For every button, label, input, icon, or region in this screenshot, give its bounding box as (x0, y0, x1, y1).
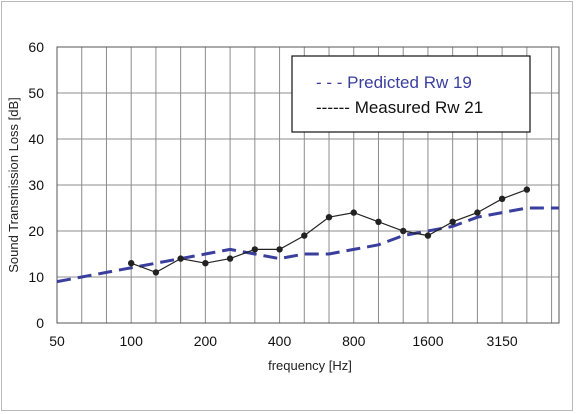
measured-point (152, 269, 160, 276)
measured-point (474, 209, 481, 216)
x-axis-ticks: 50 100 200 400 800 1600 3150 (49, 333, 518, 349)
y-tick-label: 40 (28, 131, 44, 147)
x-tick-label: 400 (268, 333, 292, 349)
measured-point (350, 209, 357, 216)
legend-predicted: - - - Predicted Rw 19 (316, 73, 472, 92)
plot-border (56, 46, 560, 324)
measured-point (424, 232, 432, 239)
measured-point (202, 260, 209, 267)
predicted-line (56, 206, 559, 284)
x-tick-label: 100 (120, 333, 144, 349)
x-tick-label: 3150 (487, 333, 518, 349)
measured-point (251, 246, 259, 253)
y-tick-label: 50 (28, 85, 44, 101)
measured-point (127, 260, 135, 267)
y-tick-label: 0 (36, 315, 44, 331)
y-axis-ticks: 0 10 20 30 40 50 60 (28, 39, 44, 331)
y-tick-label: 60 (28, 39, 44, 55)
x-tick-label: 50 (49, 333, 65, 349)
x-axis-label: frequency [Hz] (268, 358, 352, 373)
measured-point (375, 218, 382, 225)
y-tick-label: 10 (28, 269, 44, 285)
legend-box (291, 55, 531, 133)
y-tick-label: 20 (28, 223, 44, 239)
measured-point (523, 186, 531, 193)
measured-point (177, 255, 184, 262)
y-tick-label: 30 (28, 177, 44, 193)
x-tick-label: 800 (342, 333, 366, 349)
measured-point (449, 218, 456, 225)
legend: - - - Predicted Rw 19 ------ Measured Rw… (291, 55, 531, 133)
measured-point (400, 227, 407, 235)
measured-point (498, 195, 506, 202)
legend-measured: ------ Measured Rw 21 (316, 98, 483, 117)
x-tick-label: 1600 (412, 333, 443, 349)
measured-point (276, 246, 283, 253)
series-predicted (56, 206, 559, 284)
x-tick-label: 200 (194, 333, 218, 349)
measured-point (301, 232, 308, 239)
measured-point (226, 255, 234, 262)
y-axis-label: Sound Transmission Loss [dB] (6, 97, 21, 273)
series-measured (127, 186, 531, 276)
measured-point (325, 214, 333, 221)
